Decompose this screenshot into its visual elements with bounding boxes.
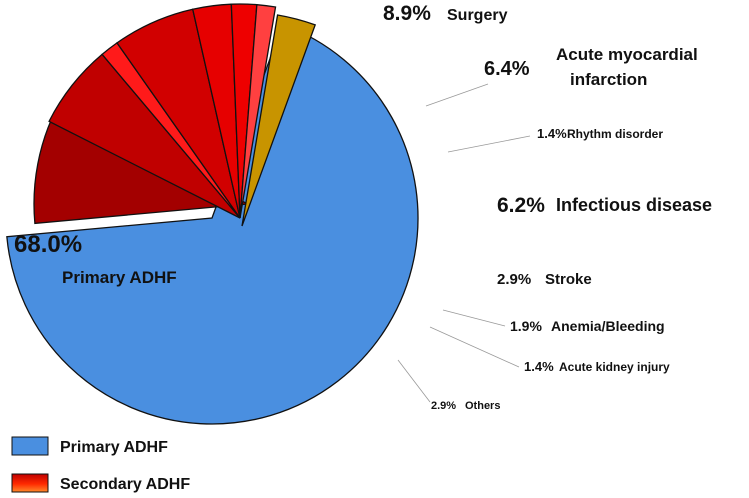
name-label-acute-kidney-injury: Acute kidney injury bbox=[559, 360, 670, 374]
pct-label-acute-kidney-injury: 1.4% bbox=[524, 359, 554, 374]
slice-labels: 68.0% Primary ADHF 8.9% Surgery 6.4% Acute my… bbox=[14, 2, 712, 412]
leader-acute-myocardial-infarction bbox=[425, 83, 489, 107]
pct-label-stroke: 2.9% bbox=[497, 271, 531, 288]
name-label-primary-adhf: Primary ADHF bbox=[62, 268, 177, 287]
leader-acute-kidney-injury bbox=[429, 326, 520, 368]
name-label-acute-myocardial-infarction: Acute myocardial infarction bbox=[556, 45, 698, 89]
pct-label-others: 2.9% bbox=[431, 400, 456, 412]
legend-swatch-primary-adhf bbox=[11, 436, 49, 456]
name-label-anemia-bleeding: Anemia/Bleeding bbox=[551, 318, 665, 334]
pct-label-anemia-bleeding: 1.9% bbox=[510, 318, 542, 334]
pct-label-acute-myocardial-infarction: 6.4% bbox=[484, 58, 530, 80]
name-label-stroke: Stroke bbox=[545, 271, 592, 288]
legend-swatch-secondary-adhf bbox=[11, 473, 49, 493]
slice-primary-adhf bbox=[6, 23, 419, 425]
pct-label-infectious-disease: 6.2% bbox=[497, 194, 545, 217]
name-label-infectious-disease: Infectious disease bbox=[556, 195, 712, 215]
legend: Primary ADHF Secondary ADHF bbox=[11, 436, 190, 493]
leader-others bbox=[397, 359, 431, 403]
legend-label-secondary-adhf: Secondary ADHF bbox=[60, 476, 190, 493]
pct-label-surgery: 8.9% bbox=[383, 2, 431, 25]
leader-anemia-bleeding bbox=[442, 309, 506, 327]
legend-label-primary-adhf: Primary ADHF bbox=[60, 439, 168, 456]
name-label-rhythm-disorder: Rhythm disorder bbox=[567, 127, 663, 141]
leader-lines bbox=[397, 83, 531, 403]
name-label-surgery: Surgery bbox=[447, 7, 508, 24]
pct-label-rhythm-disorder: 1.4% bbox=[537, 126, 567, 141]
pct-label-primary-adhf: 68.0% bbox=[14, 231, 82, 258]
pie-slices bbox=[6, 3, 419, 425]
slice-others bbox=[241, 14, 317, 227]
leader-rhythm-disorder bbox=[447, 135, 531, 153]
slice-acute-kidney-injury bbox=[239, 3, 277, 219]
name-label-others: Others bbox=[465, 400, 500, 412]
